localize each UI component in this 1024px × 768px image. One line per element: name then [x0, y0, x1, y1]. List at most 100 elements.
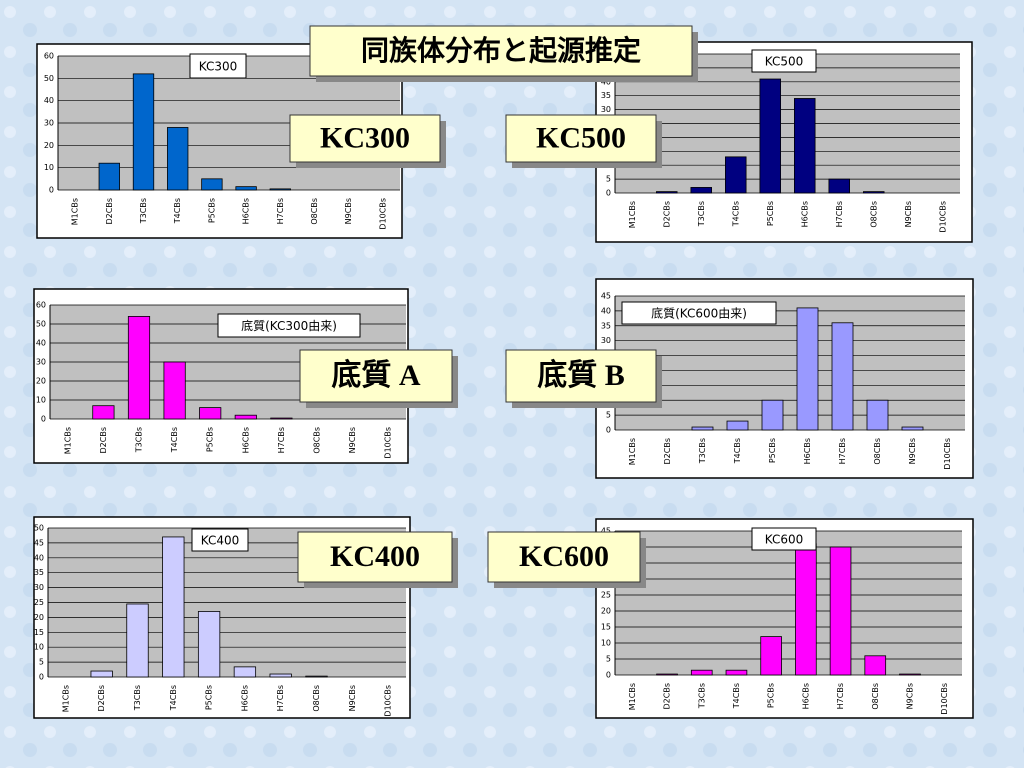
x-tick-label: T3CBs: [697, 683, 706, 709]
label-text: KC300: [320, 121, 410, 154]
bar: [866, 399, 889, 431]
x-tick-label: D10CBs: [384, 427, 393, 459]
bar: [98, 162, 120, 191]
chart-title: 底質(KC600由来): [651, 306, 747, 321]
chart-title-box: [217, 313, 361, 338]
bar: [759, 78, 782, 194]
x-tick-label: T3CBs: [133, 685, 142, 711]
bar: [127, 315, 151, 420]
x-tick-label: O8CBs: [310, 198, 319, 225]
x-tick-label: H7CBs: [836, 683, 845, 709]
x-tick-label: D2CBs: [99, 427, 108, 454]
chart-title: 底質(KC300由来): [241, 318, 337, 333]
y-tick-label: 5: [39, 658, 44, 667]
x-tick-label: O8CBs: [873, 438, 882, 465]
x-tick-label: D10CBs: [940, 683, 949, 715]
bar: [201, 178, 223, 191]
bar: [305, 675, 328, 678]
x-tick-label: M1CBs: [628, 438, 637, 465]
chart-title: KC600: [765, 533, 804, 547]
y-tick-label: 20: [44, 141, 54, 150]
x-tick-label: P5CBs: [768, 438, 777, 463]
bar: [690, 187, 713, 194]
y-tick-label: 25: [601, 591, 611, 600]
bar: [162, 536, 185, 678]
label-text: KC600: [519, 540, 609, 573]
x-tick-label: M1CBs: [63, 427, 72, 454]
bar: [829, 546, 852, 676]
y-tick-label: 0: [41, 415, 46, 424]
x-tick-label: T4CBs: [173, 198, 182, 224]
x-tick-label: H6CBs: [241, 427, 250, 453]
bar: [163, 361, 186, 420]
y-tick-label: 30: [601, 105, 611, 114]
y-tick-label: 45: [601, 292, 611, 301]
bar: [90, 670, 113, 678]
bar: [726, 420, 749, 431]
bar: [794, 98, 816, 194]
x-tick-label: D2CBs: [662, 201, 671, 228]
bar: [234, 414, 257, 420]
label-text: KC400: [330, 540, 420, 573]
x-tick-label: H6CBs: [803, 438, 812, 464]
y-tick-label: 10: [34, 643, 44, 652]
bar: [270, 417, 293, 420]
x-tick-label: D10CBs: [378, 198, 387, 230]
y-tick-label: 40: [36, 339, 46, 348]
x-tick-label: M1CBs: [61, 685, 70, 712]
bar: [269, 673, 292, 678]
bar: [197, 611, 221, 678]
bar: [167, 127, 189, 191]
y-tick-label: 25: [34, 598, 44, 607]
x-tick-label: T3CBs: [697, 201, 706, 227]
x-tick-label: N9CBs: [348, 427, 357, 453]
x-tick-label: N9CBs: [348, 685, 357, 711]
x-tick-label: T4CBs: [169, 685, 178, 711]
x-tick-label: N9CBs: [904, 201, 913, 227]
bar: [235, 186, 257, 191]
y-tick-label: 50: [44, 74, 54, 83]
chart-title-box: [191, 528, 249, 552]
y-tick-label: 60: [44, 52, 54, 61]
y-tick-label: 10: [44, 163, 54, 172]
bar: [269, 188, 291, 191]
bar: [899, 673, 921, 676]
bar: [760, 636, 782, 676]
label-box: [505, 349, 657, 403]
y-tick-label: 0: [606, 189, 611, 198]
y-tick-label: 45: [601, 527, 611, 536]
bar: [656, 191, 678, 194]
x-tick-label: D2CBs: [105, 198, 114, 225]
y-tick-label: 40: [44, 96, 54, 105]
x-tick-label: O8CBs: [871, 683, 880, 710]
label-box: [487, 531, 641, 583]
x-tick-label: M1CBs: [71, 198, 80, 225]
x-tick-label: T4CBs: [732, 683, 741, 709]
bar: [691, 426, 714, 431]
x-tick-label: D2CBs: [663, 683, 672, 710]
bar: [199, 407, 222, 420]
x-tick-label: H7CBs: [835, 201, 844, 227]
bar: [864, 655, 887, 676]
bar: [901, 426, 924, 431]
bar: [796, 307, 819, 431]
y-tick-label: 35: [34, 568, 44, 577]
x-tick-label: O8CBs: [312, 685, 321, 712]
slide-title-box: [309, 25, 693, 77]
chart-title: KC400: [201, 534, 240, 548]
bar: [690, 669, 713, 676]
y-tick-label: 5: [606, 655, 611, 664]
chart-title-box: [751, 527, 817, 551]
y-tick-label: 15: [601, 623, 611, 632]
x-tick-label: P5CBs: [205, 685, 214, 710]
slide-title: 同族体分布と起源推定: [361, 34, 641, 67]
y-tick-label: 5: [606, 175, 611, 184]
bar: [795, 543, 817, 676]
x-tick-label: H7CBs: [277, 427, 286, 453]
chart-title-box: [621, 301, 777, 325]
bar: [828, 178, 851, 194]
y-tick-label: 10: [36, 396, 46, 405]
y-tick-label: 20: [34, 613, 44, 622]
x-tick-label: P5CBs: [206, 427, 215, 452]
